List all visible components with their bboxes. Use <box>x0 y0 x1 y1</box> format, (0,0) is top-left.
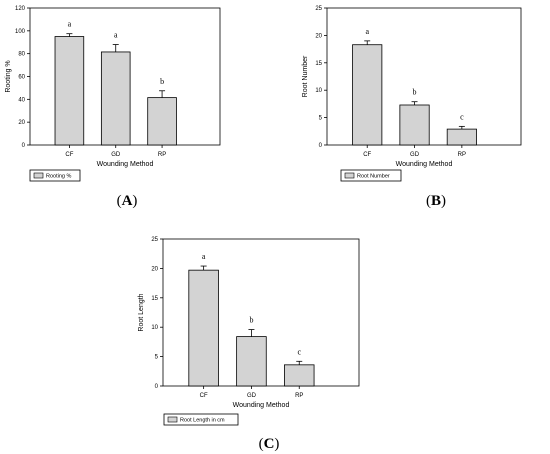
legend-label: Root Length in cm <box>180 418 225 424</box>
panel-label-open-paren: ( <box>259 436 264 452</box>
legend-label: Rooting % <box>46 174 71 180</box>
panel-label-close-paren: ) <box>132 193 137 209</box>
x-tick-label: GD <box>410 152 420 158</box>
legend-box <box>163 413 239 426</box>
legend-swatch <box>33 172 44 179</box>
legend-swatch <box>344 172 355 179</box>
panel-label-open-paren: ( <box>426 193 431 209</box>
bar-rp <box>284 364 315 387</box>
y-tick-label: 10 <box>151 325 158 331</box>
y-axis-title: Root Length <box>138 293 145 331</box>
bar-cf <box>54 36 85 146</box>
chart-panel-c: 0 5 10 15 20 25 Root Length a CF b GD c RP Wounding M… <box>138 237 360 452</box>
x-axis-title: Wounding Method <box>396 161 453 168</box>
significance-letter: c <box>297 347 301 356</box>
legend-swatch <box>167 416 178 423</box>
legend-label: Root Number <box>357 174 390 180</box>
significance-letter: b <box>413 88 417 97</box>
bar-gd <box>100 51 131 146</box>
panel-label-close-paren: ) <box>441 193 446 209</box>
significance-letter: a <box>365 27 369 36</box>
y-tick-label: 20 <box>18 120 25 126</box>
x-axis-title: Wounding Method <box>97 161 154 168</box>
significance-letter: b <box>160 77 164 86</box>
chart-panel-a: 0 20 40 60 80 100 120 Rooting % a CF a GD b RP Woundin… <box>5 6 221 209</box>
y-tick-label: 10 <box>315 88 322 94</box>
y-tick-label: 15 <box>315 61 322 67</box>
y-tick-label: 100 <box>15 29 26 35</box>
x-tick-label: CF <box>65 152 73 158</box>
chart-panel-b: 0 5 10 15 20 25 Root Number a CF b GD c RP Wounding M… <box>302 6 522 209</box>
panel-label-close-paren: ) <box>274 436 279 452</box>
x-tick-label: GD <box>111 152 121 158</box>
y-axis-title: Rooting % <box>5 60 12 92</box>
y-tick-label: 25 <box>315 6 322 12</box>
panel-label-letter: C <box>264 436 275 452</box>
x-tick-label: CF <box>200 393 208 399</box>
x-axis-title: Wounding Method <box>233 402 290 409</box>
x-tick-label: RP <box>458 152 466 158</box>
y-tick-label: 20 <box>151 266 158 272</box>
x-tick-label: CF <box>363 152 371 158</box>
panel-label: (C) <box>259 436 280 452</box>
x-tick-label: RP <box>158 152 166 158</box>
x-tick-label: RP <box>295 393 303 399</box>
y-tick-label: 15 <box>151 296 158 302</box>
bar-gd <box>399 104 430 146</box>
panel-label-letter: A <box>122 193 133 209</box>
significance-letter: c <box>460 112 464 121</box>
panel-label-open-paren: ( <box>117 193 122 209</box>
significance-letter: a <box>114 31 118 40</box>
legend-box <box>340 169 402 182</box>
panel-label: (B) <box>426 193 446 209</box>
legend-box <box>29 169 81 182</box>
y-tick-label: 5 <box>155 355 159 361</box>
y-tick-label: 0 <box>22 143 26 149</box>
y-tick-label: 120 <box>15 6 26 12</box>
significance-letter: a <box>68 20 72 29</box>
panel-label: (A) <box>117 193 138 209</box>
significance-letter: b <box>249 316 253 325</box>
y-tick-label: 5 <box>319 116 323 122</box>
bar-cf <box>352 44 383 146</box>
bar-gd <box>236 336 267 387</box>
y-tick-label: 80 <box>18 52 25 58</box>
y-tick-label: 40 <box>18 97 25 103</box>
y-tick-label: 20 <box>315 33 322 39</box>
y-tick-label: 25 <box>151 237 158 243</box>
bar-cf <box>188 269 219 387</box>
y-tick-label: 60 <box>18 75 25 81</box>
panel-label-letter: B <box>431 193 441 209</box>
x-tick-label: GD <box>247 393 257 399</box>
y-tick-label: 0 <box>319 143 323 149</box>
y-tick-label: 0 <box>155 384 159 390</box>
y-axis-title: Root Number <box>302 55 309 97</box>
bar-rp <box>446 128 477 146</box>
significance-letter: a <box>202 252 206 261</box>
bar-rp <box>147 97 177 146</box>
